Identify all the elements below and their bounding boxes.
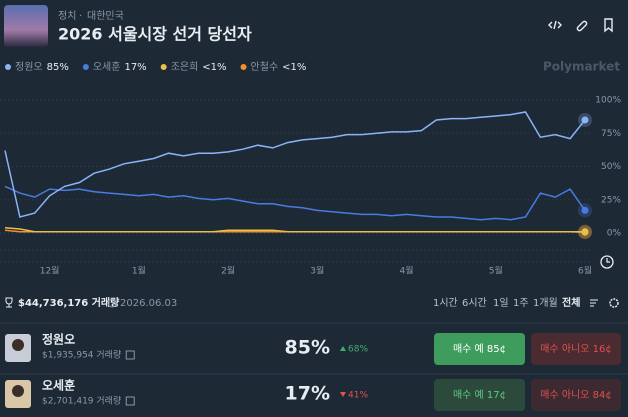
buy-no-button[interactable]: [531, 333, 621, 365]
filter-icon[interactable]: [590, 299, 598, 307]
trophy-icon: [5, 297, 13, 308]
clock-hand: [606, 258, 610, 263]
y-tick-label: 75%: [601, 129, 621, 139]
legend-dot: [82, 64, 89, 70]
y-tick-label: 50%: [601, 162, 621, 172]
total-volume: $44,736,176 거래량: [18, 296, 120, 309]
legend-name: 안철수: [251, 61, 279, 73]
market-image: [4, 5, 48, 47]
outcome-volume: $2,701,419 거래량: [42, 395, 121, 407]
gift-icon: [125, 396, 135, 406]
bookmark-icon[interactable]: [604, 18, 613, 33]
legend-dot: [160, 64, 167, 70]
avatar-face: [12, 385, 24, 397]
buy-no-label: 매수 아니오 16¢: [540, 343, 611, 355]
settings-icon[interactable]: [609, 298, 619, 308]
range-button[interactable]: 1일: [493, 297, 509, 309]
legend-value: 85%: [47, 62, 69, 73]
change-arrow: [340, 392, 346, 397]
x-tick-label: 1월: [132, 265, 146, 277]
buy-yes-label: 매수 예 17¢: [453, 389, 506, 401]
x-tick-label: 2월: [221, 265, 235, 277]
title: 2026 서울시장 선거 당선자: [58, 25, 252, 44]
legend-dot: [240, 64, 247, 70]
legend-dot: [5, 64, 11, 70]
clock-icon[interactable]: [600, 255, 614, 269]
gift-icon: [125, 350, 135, 360]
outcome-chance: 17%: [285, 383, 330, 405]
outcome-name: 정원오: [42, 332, 75, 347]
link-icon[interactable]: [576, 20, 588, 32]
end-dot: [581, 228, 589, 236]
range-button[interactable]: 1시간: [433, 297, 458, 309]
end-dot: [581, 206, 589, 214]
y-tick-label: 0%: [607, 229, 622, 239]
legend-name: 정원오: [15, 61, 43, 73]
buy-yes-label: 매수 예 85¢: [453, 343, 506, 355]
legend-value: <1%: [202, 62, 226, 73]
y-tick-label: 25%: [601, 195, 621, 205]
x-tick-label: 5월: [489, 265, 503, 277]
legend-value: <1%: [282, 62, 306, 73]
avatar-face: [12, 339, 24, 351]
outcome-change: 41%: [348, 391, 368, 401]
x-tick-label: 12월: [40, 265, 60, 277]
date-icon: [107, 298, 117, 308]
range-button[interactable]: 1개월: [533, 297, 558, 309]
x-tick-label: 3월: [310, 265, 324, 277]
x-tick-label: 6월: [578, 265, 592, 277]
change-arrow: [340, 346, 346, 351]
series-line: [4, 111, 586, 218]
range-button[interactable]: 6시간: [462, 297, 487, 309]
range-button[interactable]: 전체: [562, 296, 580, 309]
y-tick-label: 100%: [595, 96, 621, 106]
embed-icon[interactable]: [548, 20, 562, 30]
outcome-volume: $1,935,954 거래량: [42, 349, 121, 361]
legend-value: 17%: [124, 62, 146, 73]
series-line: [4, 226, 585, 233]
outcome-chance: 85%: [285, 337, 330, 359]
buy-yes-button[interactable]: [434, 379, 525, 411]
end-dot: [581, 116, 589, 124]
legend-name: 오세훈: [93, 60, 121, 73]
outcome-name: 오세훈: [42, 378, 75, 393]
x-tick-label: 4월: [400, 265, 414, 277]
end-date: 2026.06.03: [120, 298, 177, 309]
subcategory[interactable]: 대한민국: [87, 10, 124, 22]
range-button[interactable]: 1주: [513, 298, 529, 309]
legend-name: 조은희: [171, 61, 199, 73]
buy-no-button[interactable]: [531, 379, 621, 411]
brand: Polymarket: [543, 60, 620, 74]
outcome-change: 68%: [348, 345, 368, 355]
category[interactable]: 정치: [58, 10, 76, 22]
buy-yes-button[interactable]: [434, 333, 525, 365]
buy-no-label: 매수 아니오 84¢: [540, 389, 611, 401]
series-line: [4, 185, 586, 221]
separator: ·: [79, 11, 82, 22]
